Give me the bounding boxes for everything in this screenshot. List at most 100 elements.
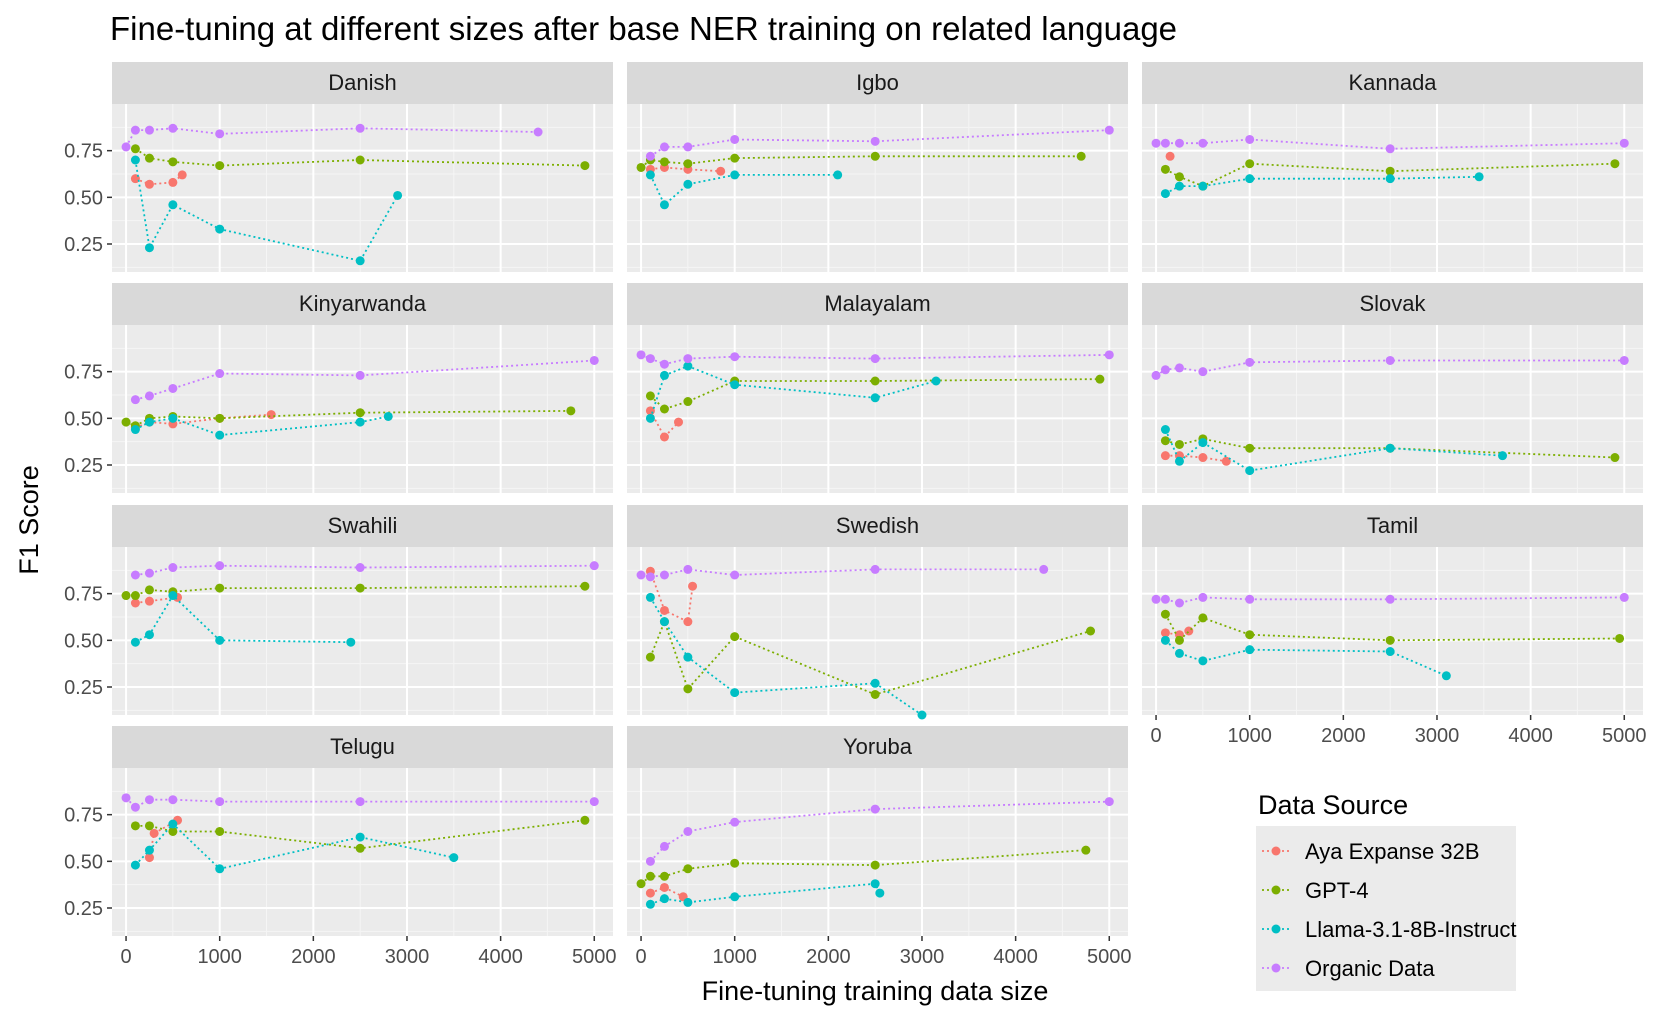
data-point [659,871,669,881]
series-llama-3-1-8b-instruct [130,591,356,647]
data-point [659,617,669,627]
data-point [870,354,880,364]
series-line [649,570,694,624]
data-point [833,170,843,180]
series-line [649,173,838,207]
plot-background [1142,325,1643,493]
data-point [645,652,655,662]
data-point [266,410,276,420]
data-point [645,899,655,909]
y-axis-title: F1 Score [14,465,44,575]
data-point [144,568,154,578]
data-point [177,170,187,180]
data-point [149,828,159,838]
data-point [1385,144,1395,154]
data-point [645,592,655,602]
data-point [645,354,655,364]
data-point [645,572,655,582]
data-point [215,797,225,807]
data-point [1198,453,1208,463]
data-point [589,355,599,365]
data-point [1245,594,1255,604]
panel-yoruba: Yoruba 0 1000 2000 3000 4000 5000 [627,726,1132,968]
data-point [168,563,178,573]
strip-label: Swahili [328,513,398,538]
data-point [1198,613,1208,623]
series-line [649,365,937,419]
series-organic-data [121,123,543,152]
x-tick-label: 0 [1150,725,1161,747]
data-point [1610,159,1620,169]
plot-background [627,104,1128,272]
y-tick-label: 0.25 [64,234,103,256]
data-point [144,125,154,135]
data-point [870,136,880,146]
data-point [355,583,365,593]
strip-background [112,283,613,325]
x-tick-label: 4000 [993,946,1038,968]
data-point [566,406,576,416]
data-point [659,882,669,892]
data-point [870,376,880,386]
legend-entry-label: GPT-4 [1305,878,1369,903]
data-point [636,350,646,360]
data-point [589,561,599,571]
data-point [636,162,646,172]
data-point [393,190,403,200]
data-point [659,605,669,615]
data-point [533,127,543,137]
data-point [130,591,140,601]
legend-title: Data Source [1258,790,1408,820]
series-organic-data [1151,592,1629,608]
data-point [144,179,154,189]
strip-label: Yoruba [843,734,913,759]
panel-tamil: Tamil 0 1000 2000 3000 4000 5000 [1142,505,1647,747]
series-line [1164,162,1615,188]
data-point [716,166,726,176]
series-llama-3-1-8b-instruct [645,879,885,909]
legend-keys: Aya Expanse 32B GPT-4 Llama-3.1-8B-Instruc… [1262,839,1517,981]
data-point [1174,439,1184,449]
data-point [1610,453,1620,463]
data-point [688,581,698,591]
data-point [1160,594,1170,604]
data-point [1160,436,1170,446]
data-point [1174,181,1184,191]
plot-background [627,325,1128,493]
data-point [870,879,880,889]
data-point [730,352,740,362]
data-point [683,142,693,152]
data-point [215,129,225,139]
series-gpt-4 [1160,159,1620,191]
strip-label: Telugu [330,734,395,759]
data-point [1104,797,1114,807]
data-point [1385,594,1395,604]
data-point [144,153,154,163]
legend-entry-gpt-4: GPT-4 [1262,878,1369,903]
data-point [168,795,178,805]
data-point [580,161,590,171]
data-point [130,637,140,647]
data-point [683,397,693,407]
data-point [1619,138,1629,148]
data-point [215,369,225,379]
series-line [650,166,721,173]
data-point [1160,635,1170,645]
legend: Data Source Aya Expanse 32B GPT-4 Llama-3.… [1256,790,1517,991]
data-point [870,860,880,870]
data-point [168,826,178,836]
data-point [875,888,885,898]
plot-background [112,547,613,715]
series-llama-3-1-8b-instruct [130,155,403,266]
series-line [134,822,454,870]
series-line [1164,613,1620,642]
data-point [1174,648,1184,658]
series-llama-3-1-8b-instruct [1160,172,1484,199]
legend-entry-llama-3-1-8b-instruct: Llama-3.1-8B-Instruct [1262,917,1517,942]
data-point [1245,357,1255,367]
data-point [168,200,178,210]
legend-key-point [1271,846,1281,856]
data-point [730,380,740,390]
data-point [121,142,131,152]
